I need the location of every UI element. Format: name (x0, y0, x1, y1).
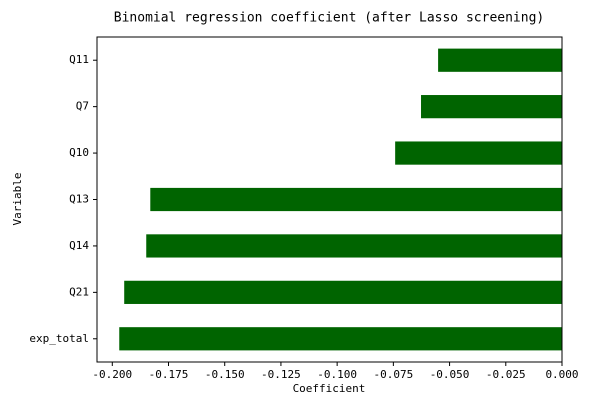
bar (395, 141, 562, 165)
y-tick-label: Q7 (76, 100, 89, 113)
y-tick-label: Q13 (69, 193, 89, 206)
bar (146, 234, 562, 258)
chart-title: Binomial regression coefficient (after L… (114, 11, 544, 26)
y-tick-label: Q11 (69, 53, 89, 66)
y-tick-label: Q21 (69, 285, 89, 298)
x-tick-label: -0.200 (92, 368, 132, 381)
bar (150, 187, 562, 212)
y-tick-label: Q10 (69, 146, 89, 159)
x-tick-label: -0.050 (430, 368, 470, 381)
y-tick-label: Q14 (69, 239, 89, 252)
bar (124, 280, 562, 304)
x-tick-label: 0.000 (545, 368, 578, 381)
x-tick-label: -0.100 (317, 368, 357, 381)
x-axis-label: Coefficient (293, 382, 366, 395)
y-tick-label: exp_total (29, 332, 89, 345)
x-tick-label: -0.075 (373, 368, 413, 381)
plot-frame (96, 36, 563, 363)
bar (438, 48, 562, 72)
x-tick-label: -0.175 (149, 368, 189, 381)
bar (421, 95, 562, 119)
x-tick-label: -0.025 (486, 368, 526, 381)
y-axis-label: Variable (11, 173, 24, 226)
x-tick-label: -0.150 (205, 368, 245, 381)
bar (119, 327, 563, 351)
x-tick-label: -0.125 (261, 368, 301, 381)
